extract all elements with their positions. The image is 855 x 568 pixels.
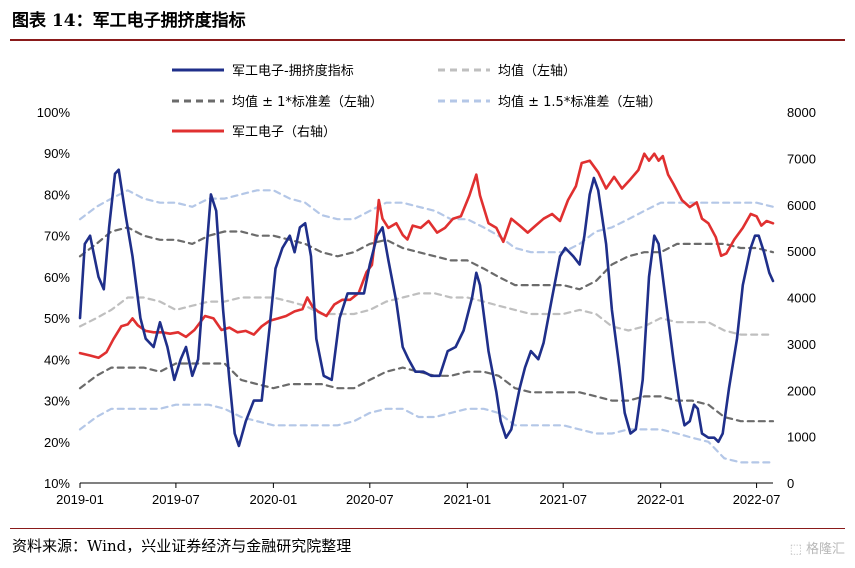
watermark-text: 格隆汇 xyxy=(805,542,845,557)
y-left-tick-label: 30% xyxy=(44,394,70,409)
y-right-tick-label: 2000 xyxy=(787,383,816,398)
legend-label: 军工电子（右轴） xyxy=(232,125,336,140)
y-right-tick-label: 1000 xyxy=(787,430,816,445)
title-divider xyxy=(10,39,845,41)
y-left-tick-label: 20% xyxy=(44,435,70,450)
footer-divider xyxy=(10,528,845,529)
x-tick-label: 2022-07 xyxy=(733,492,781,507)
x-tick-label: 2019-01 xyxy=(56,492,104,507)
y-left-tick-label: 10% xyxy=(44,476,70,491)
y-left-tick-label: 60% xyxy=(44,270,70,285)
y-right-tick-label: 0 xyxy=(787,476,794,491)
series-line-0 xyxy=(78,168,775,448)
source-note: 资料来源：Wind，兴业证券经济与金融研究院整理 xyxy=(12,537,352,555)
x-tick-label: 2021-07 xyxy=(539,492,587,507)
y-right-tick-label: 8000 xyxy=(787,105,816,120)
y-left-tick-label: 40% xyxy=(44,352,70,367)
legend-label: 军工电子-拥挤度指标 xyxy=(232,63,354,79)
y-right-tick-label: 7000 xyxy=(787,151,816,166)
y-left-tick-label: 70% xyxy=(44,229,70,244)
series-line-2 xyxy=(78,226,775,291)
page-title: 图表 14：军工电子拥挤度指标 xyxy=(12,11,246,31)
x-tick-label: 2020-01 xyxy=(250,492,298,507)
chart-title-row: 图表 14：军工电子拥挤度指标 xyxy=(12,6,845,36)
chart-canvas: 10% 20% 30% 40% 50% 60% 70% 80% 90% 100% 0 1000 2000… xyxy=(37,63,816,507)
legend-label: 均值 ± 1*标准差（左轴） xyxy=(232,94,383,110)
y-right-tick-label: 5000 xyxy=(787,244,816,259)
series-line-6 xyxy=(78,152,775,360)
x-tick-label: 2020-07 xyxy=(346,492,394,507)
series-line-5 xyxy=(78,403,775,464)
y-left-tick-label: 80% xyxy=(44,187,70,202)
series-line-1 xyxy=(78,292,775,336)
y-right-tick-label: 3000 xyxy=(787,337,816,352)
series-line-4 xyxy=(78,189,775,254)
legend-label: 均值（左轴） xyxy=(498,63,576,79)
y-left-tick-label: 90% xyxy=(44,146,70,161)
x-tick-label: 2019-07 xyxy=(152,492,200,507)
x-tick-label: 2021-01 xyxy=(443,492,491,507)
legend-label: 均值 ± 1.5*标准差（左轴） xyxy=(498,94,661,110)
gelonghui-logo-icon: ⬚ 格隆汇 xyxy=(789,542,845,557)
y-right-tick-label: 4000 xyxy=(787,291,816,306)
y-left-tick-label: 100% xyxy=(37,105,71,120)
x-tick-label: 2022-01 xyxy=(637,492,685,507)
y-right-tick-label: 6000 xyxy=(787,198,816,213)
y-left-tick-label: 50% xyxy=(44,311,70,326)
